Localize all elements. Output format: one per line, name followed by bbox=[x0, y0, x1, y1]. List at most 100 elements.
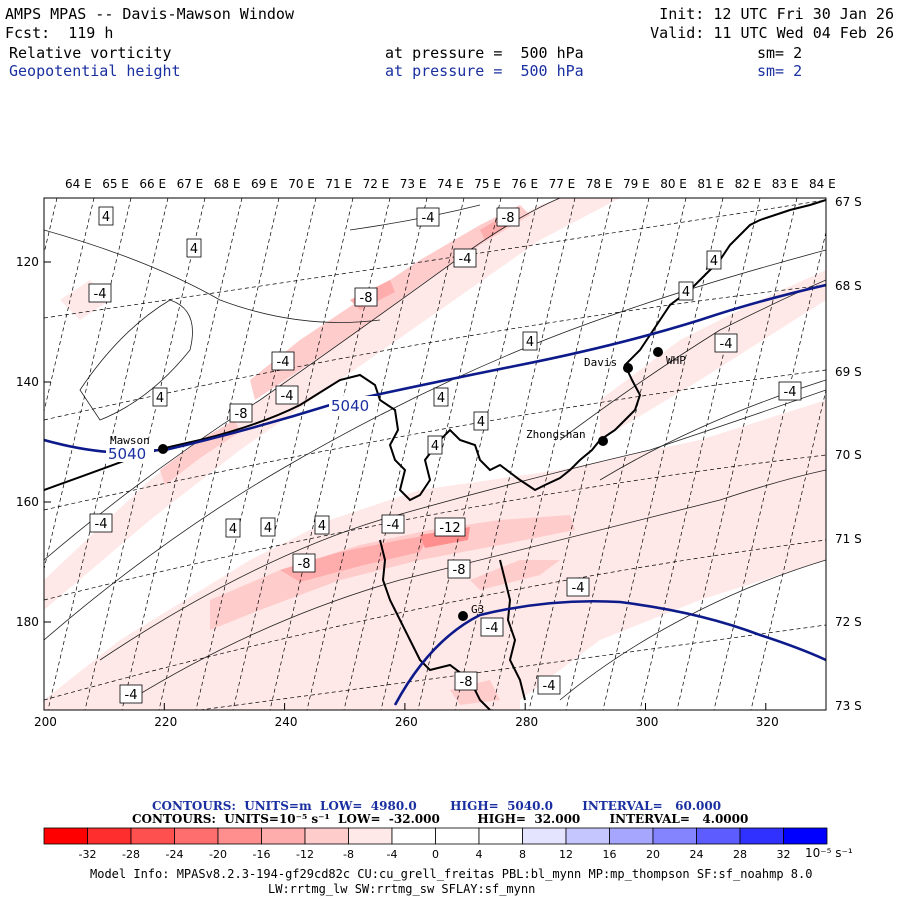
x-axis-ticks: 200 220 240 260 280 300 320 bbox=[34, 703, 779, 729]
height-label-west: 5040 bbox=[108, 445, 146, 463]
vorticity-label-box bbox=[714, 333, 738, 353]
vorticity-label-box bbox=[537, 675, 561, 695]
lon-label: 65 E bbox=[102, 177, 129, 191]
x-tick-label: 240 bbox=[275, 715, 298, 729]
vorticity-label-box bbox=[152, 387, 168, 407]
height-label-center: 5040 bbox=[331, 397, 369, 415]
vorticity-label: 4 bbox=[431, 439, 439, 454]
vorticity-label: -4 bbox=[281, 389, 294, 404]
vorticity-label: -4 bbox=[277, 355, 290, 370]
colorbar-swatch bbox=[696, 827, 741, 845]
vorticity-label: -4 bbox=[387, 518, 400, 533]
x-tick-label: 300 bbox=[636, 715, 659, 729]
colorbar-label: -16 bbox=[253, 848, 271, 861]
model-info: Model Info: MPASv8.2.3-194-gf29cd82c CU:… bbox=[90, 867, 813, 881]
model-info-physics: LW:rrtmg_lw SW:rrtmg_sw SFLAY:sf_mynn bbox=[268, 882, 536, 896]
x-tick-label: 260 bbox=[395, 715, 418, 729]
y-tick-label: 180 bbox=[16, 615, 39, 629]
colorbar-label: -4 bbox=[387, 848, 398, 861]
vorticity-label: -4 bbox=[125, 688, 138, 703]
vorticity-label-box bbox=[706, 250, 722, 270]
longitude-labels: 64 E 65 E 66 E 67 E 68 E 69 E 70 E 71 E 72 E 73 E… bbox=[65, 177, 836, 191]
vorticity-label: 4 bbox=[156, 391, 164, 406]
vorticity-label-box bbox=[381, 514, 405, 534]
station-davis[interactable] bbox=[623, 363, 633, 373]
vorticity-label: 4 bbox=[318, 519, 326, 534]
vorticity-label: -4 bbox=[572, 581, 585, 596]
lon-label: 82 E bbox=[735, 177, 762, 191]
colorbar-swatch bbox=[87, 827, 132, 845]
plot-frame bbox=[43, 197, 827, 711]
colorbar-label: 32 bbox=[777, 848, 791, 861]
lat-label: 69 S bbox=[835, 365, 862, 379]
station-whp[interactable] bbox=[653, 347, 663, 357]
colorbar-swatch bbox=[391, 827, 436, 845]
colorbar-label: 4 bbox=[476, 848, 483, 861]
y-axis-ticks: 120 140 160 180 bbox=[16, 255, 51, 629]
lon-label: 66 E bbox=[139, 177, 166, 191]
lon-label: 80 E bbox=[660, 177, 687, 191]
station-label-whp: WHP bbox=[666, 354, 686, 367]
field2-smoothing: sm= 2 bbox=[757, 62, 803, 80]
station-zhongshan[interactable] bbox=[598, 436, 608, 446]
lon-label: 69 E bbox=[251, 177, 278, 191]
field1-smoothing: sm= 2 bbox=[757, 44, 803, 62]
colorbar-label: -12 bbox=[296, 848, 314, 861]
lon-label: 78 E bbox=[586, 177, 613, 191]
field2-pressure: at pressure = 500 hPa bbox=[385, 62, 584, 80]
colorbar-label: 28 bbox=[733, 848, 747, 861]
vorticity-label: -8 bbox=[460, 675, 473, 690]
vorticity-label: -4 bbox=[543, 679, 556, 694]
station-g3[interactable] bbox=[458, 611, 468, 621]
colorbar-swatch bbox=[609, 827, 654, 845]
vorticity-label-box bbox=[447, 559, 471, 579]
lon-label: 72 E bbox=[363, 177, 390, 191]
vorticity-labels: 4 4 -4 -8 -4 4 -4 4 -8 -4 4 -4 -4 4 4 -4 -8 4 4 -4 4 4 4 -4 -8 -1… bbox=[88, 206, 802, 704]
vorticity-label: 4 bbox=[526, 335, 534, 350]
vorticity-label-box bbox=[225, 518, 241, 538]
vorticity-label-box bbox=[292, 553, 316, 573]
colorbar-label: 24 bbox=[690, 848, 704, 861]
colorbar-swatch bbox=[261, 827, 306, 845]
station-label-davis: Davis bbox=[584, 356, 617, 369]
station-mawson[interactable] bbox=[158, 444, 168, 454]
lon-label: 64 E bbox=[65, 177, 92, 191]
vorticity-label: 4 bbox=[190, 242, 198, 257]
chart-title: AMPS MPAS -- Davis-Mawson Window bbox=[5, 5, 294, 23]
y-tick-label: 140 bbox=[16, 375, 39, 389]
vorticity-label-box bbox=[186, 238, 202, 258]
vorticity-label: 4 bbox=[682, 285, 690, 300]
vorticity-label-box bbox=[473, 411, 489, 431]
colorbar-label: 0 bbox=[432, 848, 439, 861]
lon-label: 83 E bbox=[772, 177, 799, 191]
lon-label: 67 E bbox=[177, 177, 204, 191]
field2-name: Geopotential height bbox=[9, 62, 181, 80]
vorticity-label: 4 bbox=[102, 210, 110, 225]
vorticity-label-box bbox=[260, 517, 276, 537]
lat-label: 72 S bbox=[835, 615, 862, 629]
vorticity-label-box bbox=[416, 207, 440, 227]
x-tick-label: 320 bbox=[756, 715, 779, 729]
field1-pressure: at pressure = 500 hPa bbox=[385, 44, 584, 62]
vorticity-label-box bbox=[678, 281, 694, 301]
vorticity-label-box bbox=[427, 435, 443, 455]
colorbar-swatch bbox=[174, 827, 219, 845]
vorticity-label: -4 bbox=[784, 385, 797, 400]
vorticity-label-box bbox=[89, 513, 113, 533]
station-label-zhongshan: Zhongshan bbox=[526, 428, 586, 441]
colorbar-swatch bbox=[522, 827, 567, 845]
vorticity-label-box bbox=[453, 248, 477, 268]
vorticity-label: -4 bbox=[95, 517, 108, 532]
station-label-mawson: Mawson bbox=[110, 434, 150, 447]
lon-label: 79 E bbox=[623, 177, 650, 191]
vorticity-contours bbox=[44, 198, 826, 701]
vorticity-label: 4 bbox=[477, 415, 485, 430]
colorbar-swatch bbox=[348, 827, 393, 845]
colorbar-label: -32 bbox=[79, 848, 97, 861]
vorticity-label-box bbox=[434, 517, 466, 537]
lat-label: 68 S bbox=[835, 279, 862, 293]
vorticity-label-box bbox=[229, 403, 253, 423]
lon-label: 68 E bbox=[214, 177, 241, 191]
colorbar-swatch bbox=[217, 827, 262, 845]
